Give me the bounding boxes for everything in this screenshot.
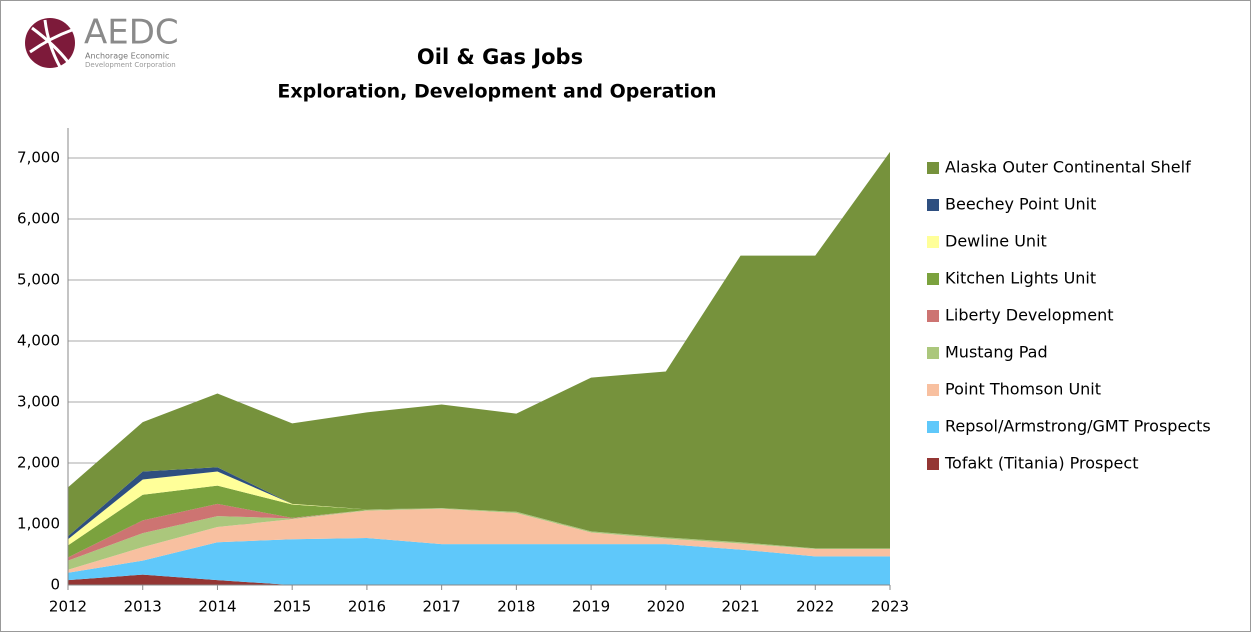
legend-label: Beechey Point Unit <box>945 195 1096 214</box>
area <box>68 151 890 549</box>
legend-label: Tofakt (Titania) Prospect <box>944 454 1138 473</box>
legend-swatch <box>927 384 939 396</box>
x-tick-label: 2018 <box>497 598 535 616</box>
y-tick-label: 4,000 <box>17 332 60 350</box>
x-tick-label: 2014 <box>198 598 236 616</box>
area <box>68 574 890 585</box>
logo-line: Anchorage Economic <box>85 52 169 61</box>
legend-label: Mustang Pad <box>945 343 1048 362</box>
legend-label: Point Thomson Unit <box>945 380 1101 399</box>
logo-line: Development Corporation <box>85 61 176 69</box>
legend-swatch <box>927 310 939 322</box>
area <box>68 538 890 585</box>
area <box>68 471 890 549</box>
legend-label: Liberty Development <box>945 306 1113 325</box>
area <box>68 485 890 558</box>
y-tick-label: 6,000 <box>17 210 60 228</box>
x-tick-label: 2023 <box>871 598 909 616</box>
logo: AEDC Anchorage Economic Development Corp… <box>25 13 179 69</box>
y-tick-label: 5,000 <box>17 271 60 289</box>
y-tick-label: 2,000 <box>17 454 60 472</box>
x-tick-label: 2021 <box>721 598 759 616</box>
x-tick-label: 2017 <box>423 598 461 616</box>
legend-swatch <box>927 458 939 470</box>
x-tick-label: 2016 <box>348 598 386 616</box>
legend-label: Dewline Unit <box>945 232 1047 251</box>
x-tick-label: 2015 <box>273 598 311 616</box>
legend-swatch <box>927 421 939 433</box>
x-tick-label: 2019 <box>572 598 610 616</box>
chart-title: Oil & Gas Jobs <box>417 45 583 69</box>
legend-label: Repsol/Armstrong/GMT Prospects <box>945 417 1211 436</box>
legend-swatch <box>927 347 939 359</box>
legend-label: Kitchen Lights Unit <box>945 269 1096 288</box>
chart-subtitle: Exploration, Development and Operation <box>277 81 716 103</box>
logo-lines <box>29 19 73 68</box>
y-tick-label: 0 <box>50 576 60 594</box>
legend-swatch <box>927 236 939 248</box>
x-tick-label: 2013 <box>124 598 162 616</box>
legend-swatch <box>927 162 939 174</box>
y-tick-label: 3,000 <box>17 393 60 411</box>
area <box>68 467 890 549</box>
area <box>68 508 890 573</box>
x-tick-label: 2012 <box>49 598 87 616</box>
logo-name: AEDC <box>84 13 179 53</box>
legend-label: Alaska Outer Continental Shelf <box>945 158 1191 177</box>
legend-swatch <box>927 199 939 211</box>
legend-swatch <box>927 273 939 285</box>
x-tick-label: 2022 <box>796 598 834 616</box>
y-tick-label: 7,000 <box>17 149 60 167</box>
x-tick-label: 2020 <box>647 598 685 616</box>
y-tick-label: 1,000 <box>17 515 60 533</box>
